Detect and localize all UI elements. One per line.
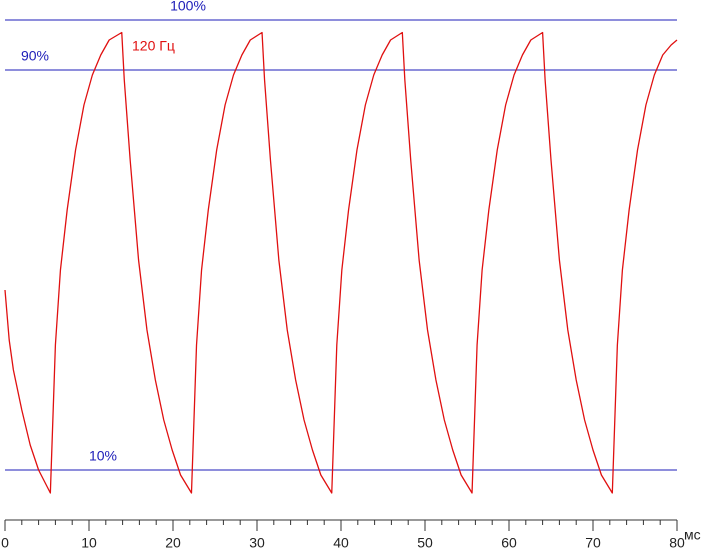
x-tick-label: 80 [669, 535, 685, 550]
x-tick-label: 0 [1, 535, 9, 550]
x-tick-label: 10 [81, 535, 97, 550]
series-line [4, 31, 678, 494]
x-tick-label: 40 [333, 535, 349, 550]
reference-label: 10% [89, 448, 117, 464]
x-tick-label: 60 [501, 535, 517, 550]
x-tick-label: 20 [165, 535, 181, 550]
annotation: 120 Гц [132, 38, 175, 54]
x-tick-label: 30 [249, 535, 265, 550]
x-unit: мс [684, 527, 701, 543]
x-tick-label: 50 [417, 535, 433, 550]
reference-label: 100% [170, 0, 206, 14]
x-tick-label: 70 [585, 535, 601, 550]
reference-label: 90% [21, 48, 49, 64]
